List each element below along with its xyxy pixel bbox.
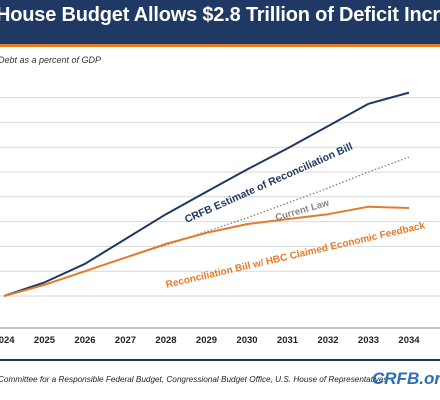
series-line-2 bbox=[3, 205, 410, 297]
x-tick-label: 2024 bbox=[0, 335, 15, 346]
footer-rule bbox=[0, 359, 440, 361]
x-tick-label: 2032 bbox=[317, 335, 338, 346]
title-accent-line bbox=[0, 44, 440, 47]
series-label-2: Reconciliation Bill w/ HBC Claimed Econo… bbox=[165, 220, 427, 291]
x-tick-label: 2031 bbox=[277, 335, 299, 346]
series-label-1: Current Law bbox=[274, 198, 331, 224]
source-note: Committee for a Responsible Federal Budg… bbox=[0, 375, 388, 384]
x-tick-label: 2033 bbox=[358, 335, 379, 346]
x-tick-label: 2034 bbox=[398, 335, 420, 346]
x-tick-label: 2026 bbox=[74, 335, 95, 346]
y-axis-subtitle: Debt as a percent of GDP bbox=[0, 55, 102, 65]
chart-title: House Budget Allows $2.8 Trillion of Def… bbox=[0, 4, 440, 26]
line-chart: 2024 2025 2026 2027 2028 2029 2030 2031 2032 2033… bbox=[0, 91, 440, 346]
x-tick-label: 2030 bbox=[236, 335, 257, 346]
title-bar: House Budget Allows $2.8 Trillion of Def… bbox=[0, 0, 440, 44]
x-tick-label: 2025 bbox=[34, 335, 56, 346]
crfb-logo: CRFB.org bbox=[372, 369, 440, 388]
chart-area: 2024 2025 2026 2027 2028 2029 2030 2031 2032 2033… bbox=[0, 62, 440, 352]
series-line-0 bbox=[3, 91, 410, 297]
x-tick-label: 2027 bbox=[115, 335, 136, 346]
x-tick-label: 2029 bbox=[196, 335, 217, 346]
x-tick-label: 2028 bbox=[155, 335, 176, 346]
